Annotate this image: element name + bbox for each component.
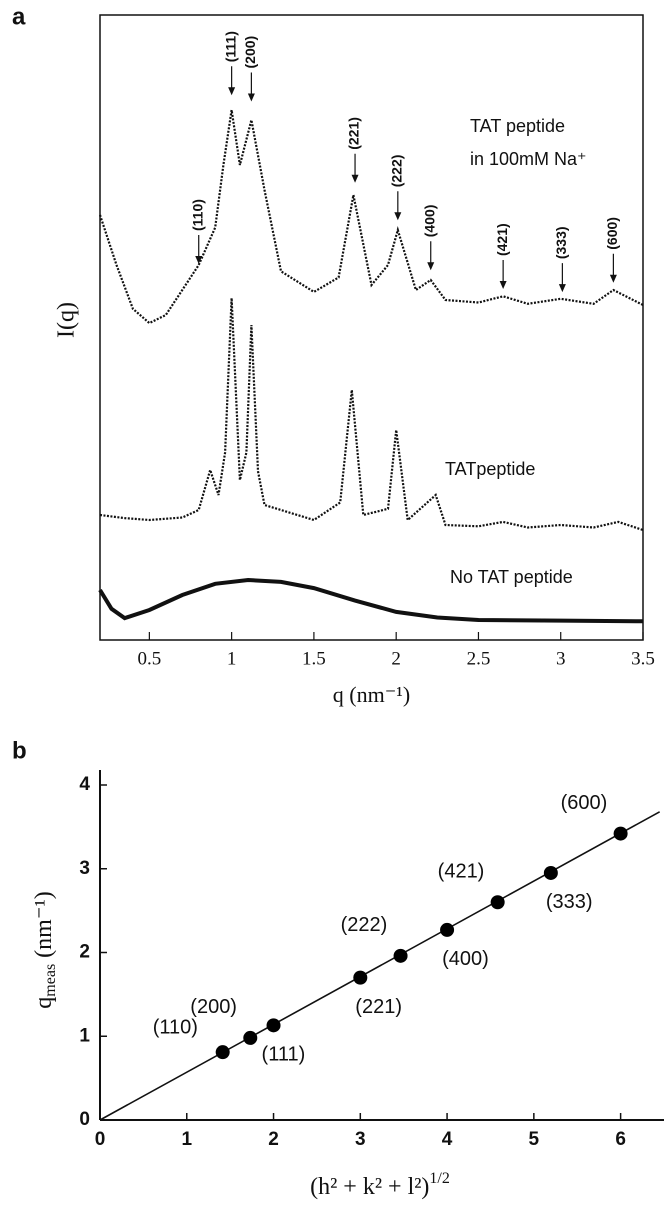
point-label: (200) xyxy=(190,996,237,1018)
x-tick-label: 1 xyxy=(227,648,237,669)
data-point xyxy=(543,865,558,880)
peak-label: (400) xyxy=(421,205,437,238)
fit-line xyxy=(99,811,661,1121)
point-label: (110) xyxy=(153,1016,198,1038)
point-label: (400) xyxy=(442,948,489,970)
peak-label: (221) xyxy=(346,117,362,150)
curve xyxy=(98,109,644,325)
y-label-rest: (nm⁻¹) xyxy=(31,891,57,964)
arrow-head xyxy=(351,174,359,183)
arrow-head xyxy=(499,281,507,289)
x-tick-label: 6 xyxy=(615,1129,626,1150)
arrow-head xyxy=(609,274,617,283)
x-tick-label: 2.5 xyxy=(467,648,491,669)
x-tick-label: 3.5 xyxy=(631,648,655,669)
x-tick-label: 0.5 xyxy=(137,648,161,669)
data-point xyxy=(215,1045,230,1060)
point-label: (221) xyxy=(355,996,402,1018)
y-label-base: q xyxy=(31,997,57,1009)
plot-frame xyxy=(99,14,644,641)
data-point xyxy=(613,826,628,841)
point-label: (600) xyxy=(561,792,608,814)
y-tick-label: 3 xyxy=(79,858,90,879)
arrow-head xyxy=(228,87,236,96)
y-axis-label: qmeas (nm⁻¹) xyxy=(31,891,59,1008)
x-tick-label: 3 xyxy=(355,1129,366,1150)
x-tick-label: 2 xyxy=(391,648,401,669)
x-tick-label: 3 xyxy=(556,648,566,669)
panel-letter: a xyxy=(12,3,26,30)
data-point xyxy=(440,922,455,937)
point-label: (111) xyxy=(262,1044,306,1066)
arrow-head xyxy=(247,93,255,102)
x-label-base: (h² + k² + l²) xyxy=(310,1174,429,1200)
arrow-head xyxy=(427,262,435,271)
y-tick-label: 0 xyxy=(79,1109,90,1130)
data-point xyxy=(393,948,408,963)
curve xyxy=(98,577,644,624)
peak-label: (200) xyxy=(242,36,258,69)
peak-label: (600) xyxy=(604,217,620,250)
arrow-head xyxy=(394,212,402,221)
data-point xyxy=(353,970,368,985)
y-label-sub: meas xyxy=(42,964,59,997)
x-tick-label: 4 xyxy=(442,1129,453,1150)
x-label-sup: 1/2 xyxy=(429,1170,449,1187)
peak-label: (333) xyxy=(553,226,569,259)
peak-label: (222) xyxy=(389,155,405,188)
arrow-head xyxy=(558,284,566,293)
point-label: (333) xyxy=(546,891,593,913)
y-tick-label: 1 xyxy=(79,1025,90,1046)
curve-label: TATpeptide xyxy=(445,459,535,479)
x-axis-label: (h² + k² + l²)1/2 xyxy=(310,1170,450,1200)
x-tick-label: 5 xyxy=(529,1129,540,1150)
x-tick-label: 0 xyxy=(95,1129,106,1150)
x-tick-label: 1 xyxy=(181,1129,192,1150)
curve-label: TAT peptide xyxy=(470,116,565,136)
x-tick-label: 2 xyxy=(268,1129,279,1150)
y-tick-label: 4 xyxy=(79,774,90,795)
data-point xyxy=(266,1018,281,1033)
y-tick-label: 2 xyxy=(79,942,90,963)
peak-label: (421) xyxy=(494,223,510,256)
curve-label: No TAT peptide xyxy=(450,567,573,587)
y-axis-label: I(q) xyxy=(54,302,80,338)
x-tick-label: 1.5 xyxy=(302,648,326,669)
point-label: (421) xyxy=(438,861,485,883)
peak-label: (110) xyxy=(189,199,205,231)
peak-label: (111) xyxy=(222,31,238,62)
curve xyxy=(99,298,644,532)
panel-letter: b xyxy=(12,737,27,764)
curve-label: in 100mM Na⁺ xyxy=(470,149,587,169)
x-axis-label: q (nm⁻¹) xyxy=(333,682,410,707)
arrow-head xyxy=(195,256,203,264)
data-point xyxy=(490,895,505,910)
point-label: (222) xyxy=(341,914,388,936)
data-point xyxy=(243,1030,258,1045)
